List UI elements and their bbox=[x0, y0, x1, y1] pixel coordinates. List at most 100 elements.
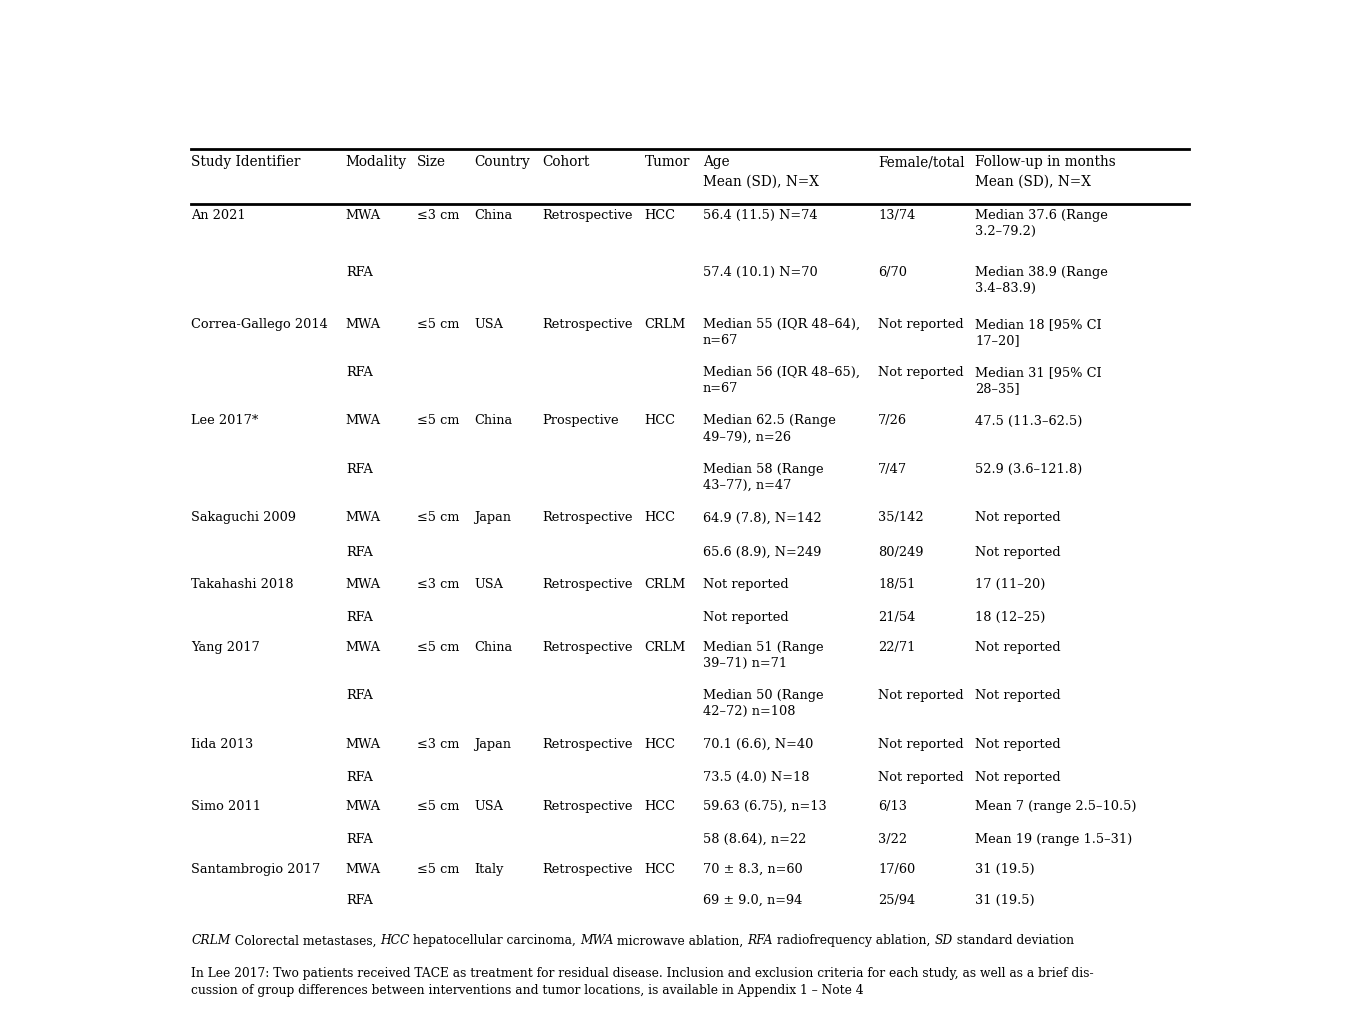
Text: Sakaguchi 2009: Sakaguchi 2009 bbox=[191, 511, 296, 524]
Text: 65.6 (8.9), N=249: 65.6 (8.9), N=249 bbox=[703, 546, 822, 559]
Text: Not reported: Not reported bbox=[878, 738, 964, 750]
Text: An 2021: An 2021 bbox=[191, 209, 247, 222]
Text: Retrospective: Retrospective bbox=[541, 641, 633, 654]
Text: Median 62.5 (Range
49–79), n=26: Median 62.5 (Range 49–79), n=26 bbox=[703, 415, 835, 443]
Text: 21/54: 21/54 bbox=[878, 611, 916, 625]
Text: Not reported: Not reported bbox=[975, 738, 1061, 750]
Text: MWA: MWA bbox=[346, 641, 381, 654]
Text: Not reported: Not reported bbox=[975, 546, 1061, 559]
Text: RFA: RFA bbox=[346, 832, 373, 846]
Text: hepatocellular carcinoma,: hepatocellular carcinoma, bbox=[409, 935, 581, 947]
Text: Correa-Gallego 2014: Correa-Gallego 2014 bbox=[191, 317, 329, 331]
Text: Age: Age bbox=[703, 155, 730, 169]
Text: Santambrogio 2017: Santambrogio 2017 bbox=[191, 863, 321, 876]
Text: ≤3 cm: ≤3 cm bbox=[416, 578, 459, 591]
Text: 25/94: 25/94 bbox=[878, 894, 916, 907]
Text: RFA: RFA bbox=[346, 462, 373, 476]
Text: RFA: RFA bbox=[346, 690, 373, 703]
Text: 22/71: 22/71 bbox=[878, 641, 916, 654]
Text: In Lee 2017: Two patients received TACE as treatment for residual disease. Inclu: In Lee 2017: Two patients received TACE … bbox=[191, 967, 1094, 997]
Text: radiofrequency ablation,: radiofrequency ablation, bbox=[773, 935, 935, 947]
Text: SD: SD bbox=[935, 935, 952, 947]
Text: HCC: HCC bbox=[380, 935, 409, 947]
Text: MWA: MWA bbox=[581, 935, 613, 947]
Text: RFA: RFA bbox=[346, 611, 373, 625]
Text: RFA: RFA bbox=[346, 546, 373, 559]
Text: 3/22: 3/22 bbox=[878, 832, 908, 846]
Text: MWA: MWA bbox=[346, 578, 381, 591]
Text: Italy: Italy bbox=[474, 863, 504, 876]
Text: Median 50 (Range
42–72) n=108: Median 50 (Range 42–72) n=108 bbox=[703, 690, 823, 718]
Text: 18/51: 18/51 bbox=[878, 578, 916, 591]
Text: Not reported: Not reported bbox=[703, 578, 788, 591]
Text: HCC: HCC bbox=[644, 738, 675, 750]
Text: Takahashi 2018: Takahashi 2018 bbox=[191, 578, 294, 591]
Text: Retrospective: Retrospective bbox=[541, 578, 633, 591]
Text: 18 (12–25): 18 (12–25) bbox=[975, 611, 1045, 625]
Text: HCC: HCC bbox=[644, 511, 675, 524]
Text: Follow-up in months: Follow-up in months bbox=[975, 155, 1117, 169]
Text: ≤5 cm: ≤5 cm bbox=[416, 511, 459, 524]
Text: Mean 7 (range 2.5–10.5): Mean 7 (range 2.5–10.5) bbox=[975, 800, 1137, 813]
Text: MWA: MWA bbox=[346, 209, 381, 222]
Text: RFA: RFA bbox=[748, 935, 773, 947]
Text: Cohort: Cohort bbox=[541, 155, 590, 169]
Text: 64.9 (7.8), N=142: 64.9 (7.8), N=142 bbox=[703, 511, 822, 524]
Text: Yang 2017: Yang 2017 bbox=[191, 641, 260, 654]
Text: MWA: MWA bbox=[346, 415, 381, 428]
Text: USA: USA bbox=[474, 578, 504, 591]
Text: ≤5 cm: ≤5 cm bbox=[416, 641, 459, 654]
Text: Not reported: Not reported bbox=[878, 317, 964, 331]
Text: RFA: RFA bbox=[346, 771, 373, 784]
Text: 31 (19.5): 31 (19.5) bbox=[975, 894, 1034, 907]
Text: Not reported: Not reported bbox=[975, 690, 1061, 703]
Text: Lee 2017*: Lee 2017* bbox=[191, 415, 259, 428]
Text: 58 (8.64), n=22: 58 (8.64), n=22 bbox=[703, 832, 807, 846]
Text: Median 51 (Range
39–71) n=71: Median 51 (Range 39–71) n=71 bbox=[703, 641, 823, 670]
Text: ≤3 cm: ≤3 cm bbox=[416, 209, 459, 222]
Text: Not reported: Not reported bbox=[878, 690, 964, 703]
Text: Japan: Japan bbox=[474, 738, 512, 750]
Text: Japan: Japan bbox=[474, 511, 512, 524]
Text: Mean (SD), N=X: Mean (SD), N=X bbox=[703, 174, 819, 189]
Text: Mean 19 (range 1.5–31): Mean 19 (range 1.5–31) bbox=[975, 832, 1133, 846]
Text: CRLM: CRLM bbox=[644, 317, 686, 331]
Text: Median 38.9 (Range
3.4–83.9): Median 38.9 (Range 3.4–83.9) bbox=[975, 266, 1109, 295]
Text: Median 18 [95% CI
17–20]: Median 18 [95% CI 17–20] bbox=[975, 317, 1102, 347]
Text: ≤3 cm: ≤3 cm bbox=[416, 738, 459, 750]
Text: Country: Country bbox=[474, 155, 529, 169]
Text: MWA: MWA bbox=[346, 800, 381, 813]
Text: Not reported: Not reported bbox=[975, 511, 1061, 524]
Text: ≤5 cm: ≤5 cm bbox=[416, 863, 459, 876]
Text: ≤5 cm: ≤5 cm bbox=[416, 415, 459, 428]
Text: Median 31 [95% CI
28–35]: Median 31 [95% CI 28–35] bbox=[975, 366, 1102, 395]
Text: 47.5 (11.3–62.5): 47.5 (11.3–62.5) bbox=[975, 415, 1083, 428]
Text: Tumor: Tumor bbox=[644, 155, 690, 169]
Text: Study Identifier: Study Identifier bbox=[191, 155, 300, 169]
Text: 35/142: 35/142 bbox=[878, 511, 924, 524]
Text: CRLM: CRLM bbox=[191, 935, 230, 947]
Text: Retrospective: Retrospective bbox=[541, 209, 633, 222]
Text: 52.9 (3.6–121.8): 52.9 (3.6–121.8) bbox=[975, 462, 1083, 476]
Text: Mean (SD), N=X: Mean (SD), N=X bbox=[975, 174, 1091, 189]
Text: RFA: RFA bbox=[346, 894, 373, 907]
Text: 7/26: 7/26 bbox=[878, 415, 908, 428]
Text: Not reported: Not reported bbox=[878, 771, 964, 784]
Text: MWA: MWA bbox=[346, 738, 381, 750]
Text: 69 ± 9.0, n=94: 69 ± 9.0, n=94 bbox=[703, 894, 803, 907]
Text: CRLM: CRLM bbox=[644, 641, 686, 654]
Text: microwave ablation,: microwave ablation, bbox=[613, 935, 748, 947]
Text: 31 (19.5): 31 (19.5) bbox=[975, 863, 1034, 876]
Text: USA: USA bbox=[474, 800, 504, 813]
Text: Retrospective: Retrospective bbox=[541, 738, 633, 750]
Text: Retrospective: Retrospective bbox=[541, 511, 633, 524]
Text: 70 ± 8.3, n=60: 70 ± 8.3, n=60 bbox=[703, 863, 803, 876]
Text: RFA: RFA bbox=[346, 266, 373, 279]
Text: 6/70: 6/70 bbox=[878, 266, 908, 279]
Text: Retrospective: Retrospective bbox=[541, 317, 633, 331]
Text: Iida 2013: Iida 2013 bbox=[191, 738, 253, 750]
Text: HCC: HCC bbox=[644, 800, 675, 813]
Text: Median 58 (Range
43–77), n=47: Median 58 (Range 43–77), n=47 bbox=[703, 462, 823, 492]
Text: Retrospective: Retrospective bbox=[541, 800, 633, 813]
Text: Median 55 (IQR 48–64),
n=67: Median 55 (IQR 48–64), n=67 bbox=[703, 317, 859, 347]
